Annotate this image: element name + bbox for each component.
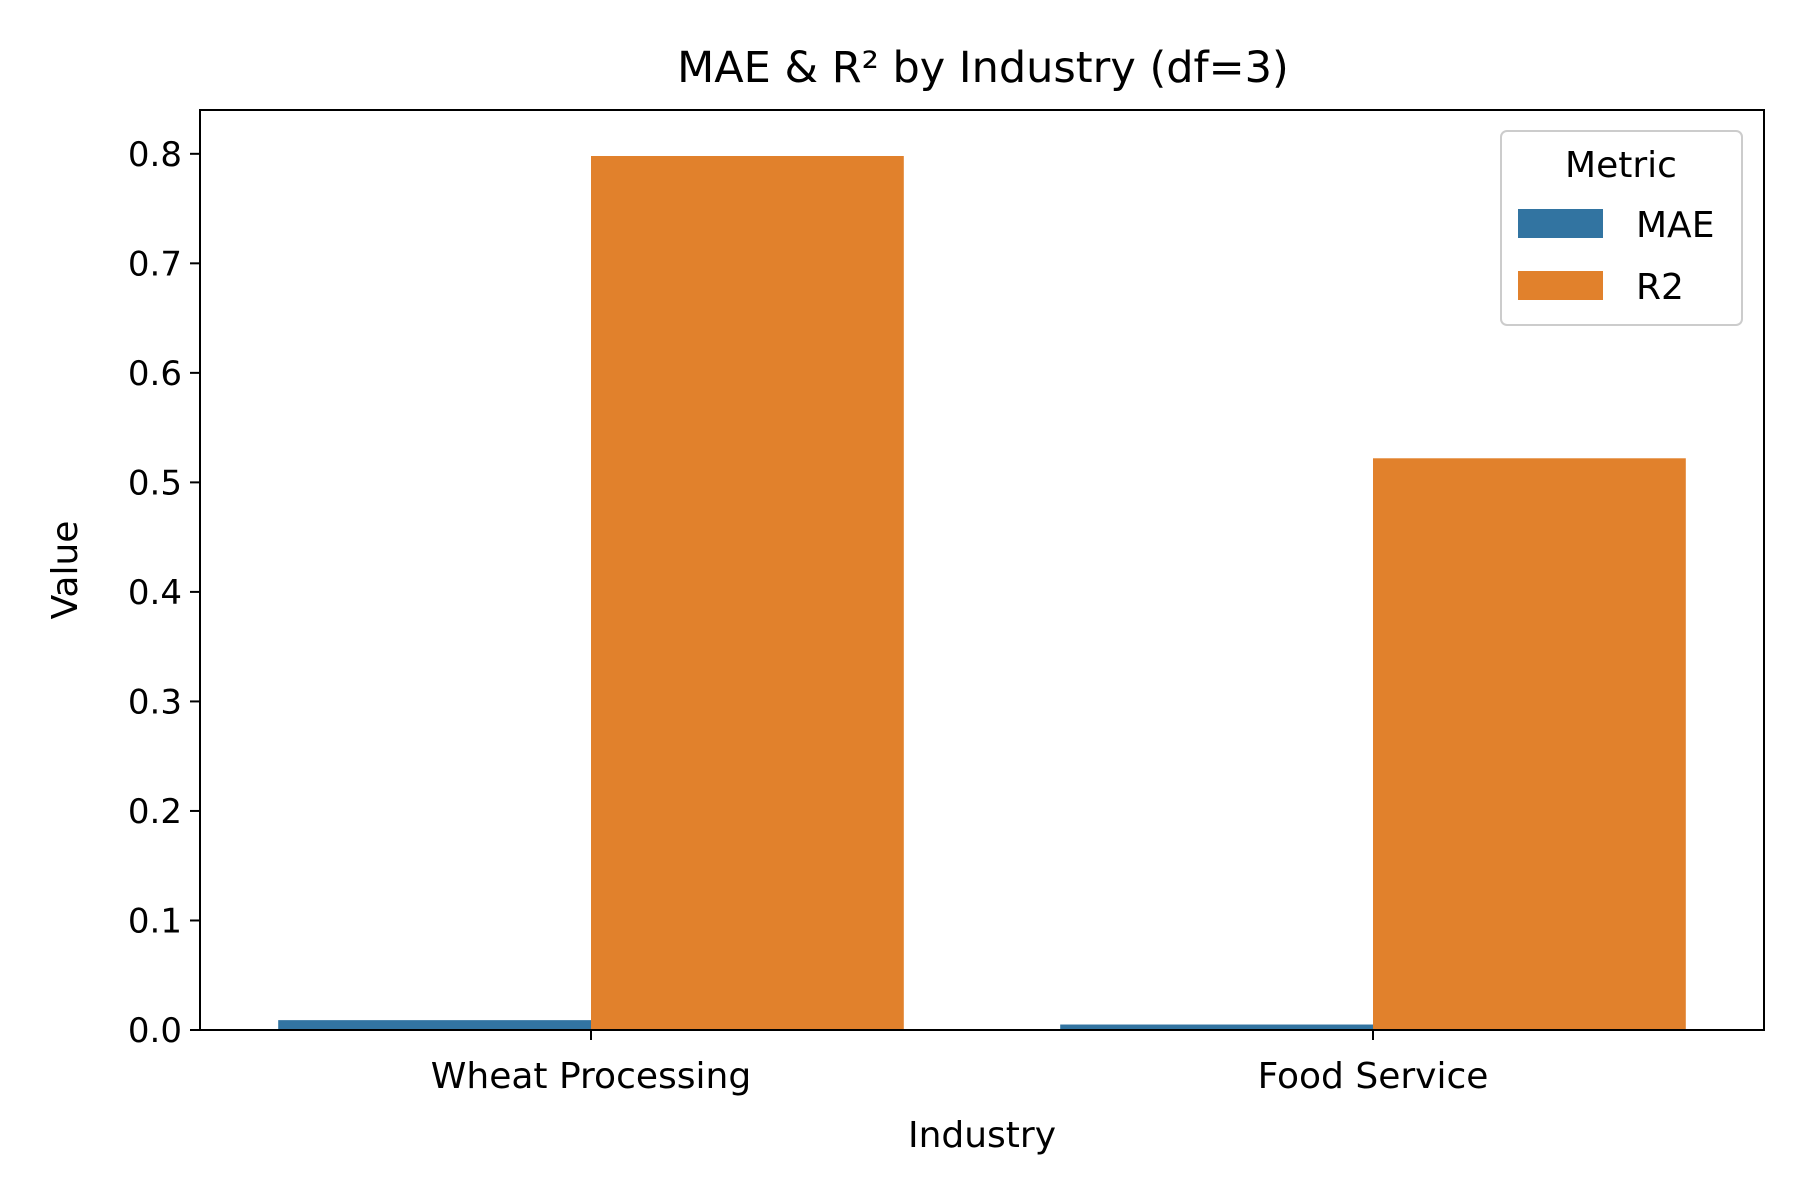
legend: Metric MAE R2: [1500, 130, 1743, 326]
y-axis-label: Value: [45, 521, 86, 620]
y-tick-label: 0.3: [128, 682, 182, 722]
y-tick-label: 0.5: [128, 463, 182, 503]
legend-entries: MAE R2: [1518, 205, 1714, 308]
y-tick-label: 0.2: [128, 792, 182, 832]
legend-swatch-mae: [1518, 209, 1603, 238]
y-tick-label: 0.4: [128, 573, 182, 613]
legend-swatch-r2: [1518, 271, 1603, 300]
bar-r2-wheat-processing: [591, 156, 904, 1030]
x-tick-label: Food Service: [1258, 1056, 1489, 1097]
y-axis: 0.0 0.1 0.2 0.3 0.4 0.5 0.6 0.7 0.8: [128, 135, 200, 1051]
legend-label-r2: R2: [1636, 267, 1684, 308]
x-tick-label: Wheat Processing: [431, 1056, 751, 1097]
x-axis-label: Industry: [908, 1115, 1056, 1156]
y-tick-label: 0.0: [128, 1011, 182, 1051]
y-tick-label: 0.6: [128, 354, 182, 394]
y-tick-label: 0.7: [128, 244, 182, 284]
legend-title: Metric: [1565, 145, 1677, 186]
bar-mae-food-service: [1060, 1024, 1373, 1030]
bar-mae-wheat-processing: [278, 1020, 591, 1030]
plot-frame: [199, 109, 1765, 1031]
x-axis: Wheat Processing Food Service: [431, 1030, 1489, 1097]
bars-layer: [278, 156, 1686, 1030]
legend-label-mae: MAE: [1636, 205, 1714, 246]
y-tick-label: 0.1: [128, 901, 182, 941]
chart-title: MAE & R² by Industry (df=3): [677, 43, 1289, 93]
y-tick-label: 0.8: [128, 135, 182, 175]
bar-r2-food-service: [1373, 458, 1686, 1030]
